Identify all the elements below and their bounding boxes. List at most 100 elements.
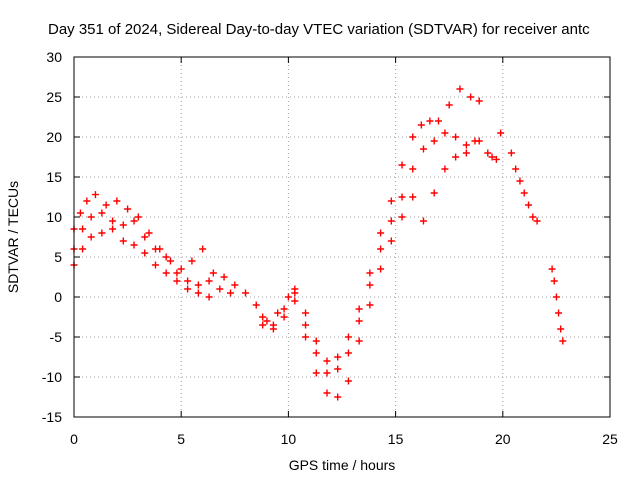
data-point (409, 165, 417, 173)
data-point (231, 281, 239, 289)
data-point (387, 217, 395, 225)
data-point (83, 197, 91, 205)
data-point (252, 301, 260, 309)
y-tick-label: -5 (50, 329, 63, 345)
data-point (259, 313, 267, 321)
data-point (409, 193, 417, 201)
data-point (512, 165, 520, 173)
data-point (452, 153, 460, 161)
data-points (70, 85, 567, 401)
data-point (492, 155, 500, 163)
data-point (529, 213, 537, 221)
data-point (134, 213, 142, 221)
data-point (334, 365, 342, 373)
data-point (76, 209, 84, 217)
data-point (194, 289, 202, 297)
data-point (323, 389, 331, 397)
data-point (398, 161, 406, 169)
data-point (199, 245, 207, 253)
y-tick-label: -10 (42, 369, 62, 385)
data-point (344, 349, 352, 357)
y-tick-label: 10 (46, 209, 62, 225)
y-tick-label: 5 (54, 249, 62, 265)
x-tick-label: 0 (70, 431, 78, 447)
data-point (355, 305, 363, 313)
data-point (452, 133, 460, 141)
data-point (259, 321, 267, 329)
data-point (475, 97, 483, 105)
data-point (398, 213, 406, 221)
data-point (387, 197, 395, 205)
data-point (162, 253, 170, 261)
data-point (113, 197, 121, 205)
data-point (209, 269, 217, 277)
data-point (441, 165, 449, 173)
data-point (557, 325, 565, 333)
data-point (269, 325, 277, 333)
data-point (377, 229, 385, 237)
x-axis-label: GPS time / hours (289, 457, 396, 473)
data-point (173, 269, 181, 277)
data-point (312, 337, 320, 345)
data-point (98, 229, 106, 237)
data-point (533, 217, 541, 225)
data-point (291, 289, 299, 297)
data-point (430, 189, 438, 197)
axis-ticks (73, 56, 611, 418)
y-tick-label: 0 (54, 289, 62, 305)
x-tick-labels: 0 5 10 15 20 25 (70, 431, 618, 447)
data-point (87, 233, 95, 241)
data-point (366, 301, 374, 309)
data-point (377, 245, 385, 253)
data-point (145, 229, 153, 237)
data-point (552, 293, 560, 301)
data-point (109, 225, 117, 233)
x-tick-label: 10 (281, 431, 297, 447)
data-point (302, 333, 310, 341)
data-point (216, 285, 224, 293)
data-point (520, 189, 528, 197)
data-point (130, 217, 138, 225)
data-point (188, 257, 196, 265)
data-point (109, 217, 117, 225)
plot-frame (73, 56, 611, 418)
data-point (548, 265, 556, 273)
data-point (334, 393, 342, 401)
data-point (550, 277, 558, 285)
data-point (355, 317, 363, 325)
data-point (525, 201, 533, 209)
data-point (355, 337, 363, 345)
data-point (280, 313, 288, 321)
data-point (426, 117, 434, 125)
data-point (445, 101, 453, 109)
data-point (467, 93, 475, 101)
y-tick-label: 20 (46, 129, 62, 145)
data-point (419, 145, 427, 153)
data-point (366, 281, 374, 289)
x-tick-label: 20 (495, 431, 511, 447)
data-point (488, 153, 496, 161)
x-tick-label: 25 (602, 431, 618, 447)
data-point (130, 241, 138, 249)
data-point (79, 245, 87, 253)
series-upper-track (70, 85, 483, 365)
data-point (462, 149, 470, 157)
data-point (516, 177, 524, 185)
data-point (177, 265, 185, 273)
data-point (507, 149, 515, 157)
y-tick-label: -15 (42, 409, 62, 425)
data-point (87, 213, 95, 221)
data-point (162, 269, 170, 277)
data-point (312, 349, 320, 357)
data-point (79, 225, 87, 233)
data-point (462, 141, 470, 149)
data-point (441, 129, 449, 137)
data-point (555, 309, 563, 317)
data-point (377, 265, 385, 273)
data-point (166, 257, 174, 265)
data-point (417, 121, 425, 129)
data-point (366, 269, 374, 277)
data-point (102, 201, 110, 209)
data-point (173, 277, 181, 285)
